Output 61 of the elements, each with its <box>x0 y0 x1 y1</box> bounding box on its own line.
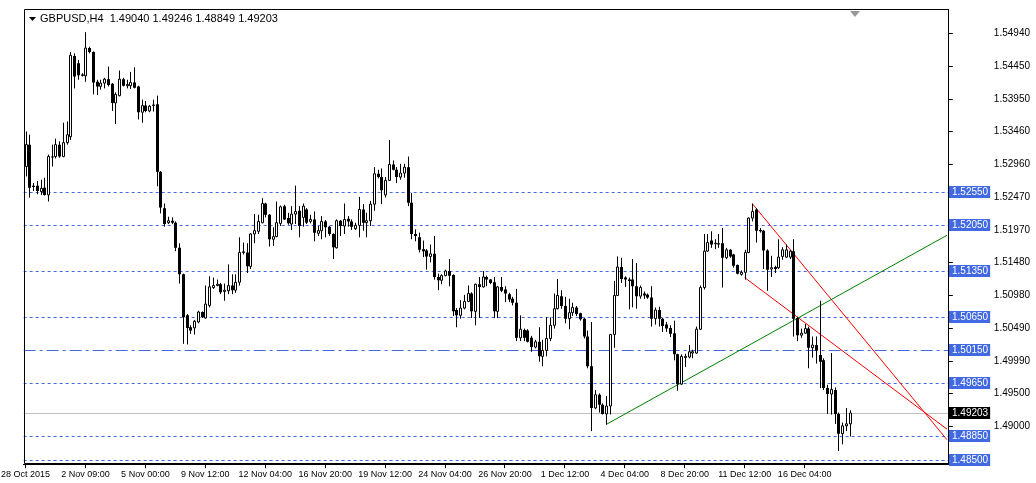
candlestick <box>249 232 252 270</box>
ref-line-label: 1.49650 <box>952 377 989 389</box>
y-tick-label: 1.54450 <box>993 59 1031 71</box>
y-tick-label: 1.49000 <box>993 420 1031 432</box>
y-tick-label: 1.52960 <box>993 158 1031 170</box>
ref-line-label: 1.48850 <box>952 430 989 442</box>
y-tick-label: 1.50490 <box>993 321 1031 333</box>
y-tick-label: 1.50980 <box>993 289 1031 301</box>
candlestick <box>564 296 567 324</box>
x-tick-label: 1 Dec 12:00 <box>540 469 590 480</box>
y-tick-label: 1.53460 <box>993 125 1031 137</box>
candlestick <box>298 205 301 238</box>
x-tick-label: 11 Dec 12:00 <box>718 469 772 480</box>
x-tick-label: 8 Dec 20:00 <box>660 469 710 480</box>
candlestick <box>313 210 316 242</box>
x-tick-label: 12 Nov 04:00 <box>238 469 293 480</box>
y-tick-label: 1.52470 <box>993 190 1031 202</box>
ref-line-label: 1.51350 <box>952 265 989 277</box>
candlestick <box>560 289 563 310</box>
candlestick <box>493 276 496 319</box>
ref-line-label: 1.49203 <box>952 407 989 419</box>
y-tick-label: 1.51970 <box>993 223 1031 235</box>
candlestick <box>238 236 241 287</box>
candlestick <box>766 248 769 292</box>
y-tick-label: 1.54940 <box>993 27 1031 39</box>
candlestick <box>478 276 481 319</box>
x-tick-label: 16 Nov 20:00 <box>298 469 352 480</box>
candlestick <box>631 258 634 308</box>
y-tick-label: 1.49990 <box>993 354 1031 366</box>
candlestick <box>635 262 638 310</box>
x-tick-label: 24 Nov 04:00 <box>418 469 472 480</box>
x-tick-label: 28 Oct 2015 <box>1 469 51 480</box>
y-tick-label: 1.53950 <box>993 92 1031 104</box>
candlestick <box>545 316 548 357</box>
candlestick <box>538 326 541 363</box>
x-tick-label: 2 Nov 09:00 <box>61 469 110 480</box>
candlestick <box>815 336 818 365</box>
candlestick <box>658 306 661 328</box>
chart-title: GBPUSD,H4 1.49040 1.49246 1.48849 1.49203 <box>40 12 278 25</box>
y-tick-label: 1.51480 <box>993 256 1031 268</box>
candlestick <box>433 235 436 281</box>
ref-line-label: 1.48500 <box>952 454 989 466</box>
candlestick <box>77 59 80 81</box>
candlestick <box>826 384 829 415</box>
ref-line-label: 1.52550 <box>952 186 989 198</box>
x-tick-label: 16 Dec 04:00 <box>777 469 832 480</box>
x-tick-label: 26 Nov 20:00 <box>478 469 532 480</box>
y-tick-label: 1.49500 <box>993 387 1031 399</box>
x-tick-label: 5 Nov 00:00 <box>121 469 170 480</box>
x-tick-label: 19 Nov 12:00 <box>358 469 412 480</box>
ref-line-label: 1.52050 <box>952 219 989 231</box>
ref-line-label: 1.50650 <box>952 311 989 323</box>
candlestick <box>163 203 166 228</box>
candlestick <box>755 207 758 244</box>
candlestick <box>418 232 421 253</box>
candlestick <box>721 227 724 289</box>
x-tick-label: 4 Dec 04:00 <box>600 469 650 480</box>
candlestick <box>650 285 653 328</box>
ref-line-label: 1.50150 <box>952 344 989 356</box>
candlestick <box>807 326 810 369</box>
x-tick-label: 9 Nov 12:00 <box>181 469 230 480</box>
